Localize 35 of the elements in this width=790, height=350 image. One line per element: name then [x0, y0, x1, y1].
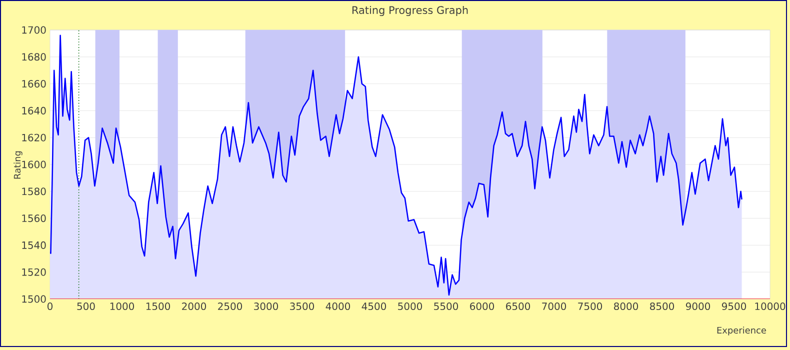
x-tick-label: 500	[77, 302, 95, 310]
x-tick-label: 4000	[326, 302, 350, 310]
x-tick-label: 0	[47, 302, 53, 310]
chart-title: Rating Progress Graph	[352, 6, 468, 16]
x-tick-label: 8000	[614, 302, 638, 310]
y-tick-label: 1600	[22, 160, 46, 168]
x-tick-label: 5000	[398, 302, 422, 310]
x-tick-label: 7500	[578, 302, 602, 310]
x-tick-label: 8500	[650, 302, 674, 310]
x-tick-label: 10000	[755, 302, 786, 310]
x-tick-label: 3000	[254, 302, 278, 310]
x-tick-label: 9000	[686, 302, 710, 310]
x-tick-label: 1000	[110, 302, 134, 310]
x-axis-title: Experience	[717, 326, 766, 336]
y-tick-label: 1620	[22, 134, 46, 142]
x-tick-label: 4500	[362, 302, 386, 310]
x-tick-label: 6500	[506, 302, 530, 310]
x-tick-label: 1500	[146, 302, 170, 310]
y-tick-label: 1540	[22, 241, 46, 249]
y-tick-label: 1640	[22, 106, 46, 114]
x-tick-label: 5500	[434, 302, 458, 310]
x-tick-label: 3500	[290, 302, 314, 310]
y-tick-label: 1500	[22, 295, 46, 303]
x-tick-label: 2500	[218, 302, 242, 310]
y-tick-label: 1580	[22, 188, 46, 196]
y-tick-label: 1700	[22, 26, 46, 34]
y-tick-label: 1520	[22, 268, 46, 276]
y-tick-label: 1560	[22, 214, 46, 222]
y-tick-label: 1680	[22, 53, 46, 61]
x-tick-label: 7000	[542, 302, 566, 310]
x-tick-label: 9500	[722, 302, 746, 310]
y-axis-title: Rating	[14, 151, 22, 179]
y-tick-label: 1660	[22, 80, 46, 88]
x-tick-label: 6000	[470, 302, 494, 310]
x-tick-label: 2000	[182, 302, 206, 310]
